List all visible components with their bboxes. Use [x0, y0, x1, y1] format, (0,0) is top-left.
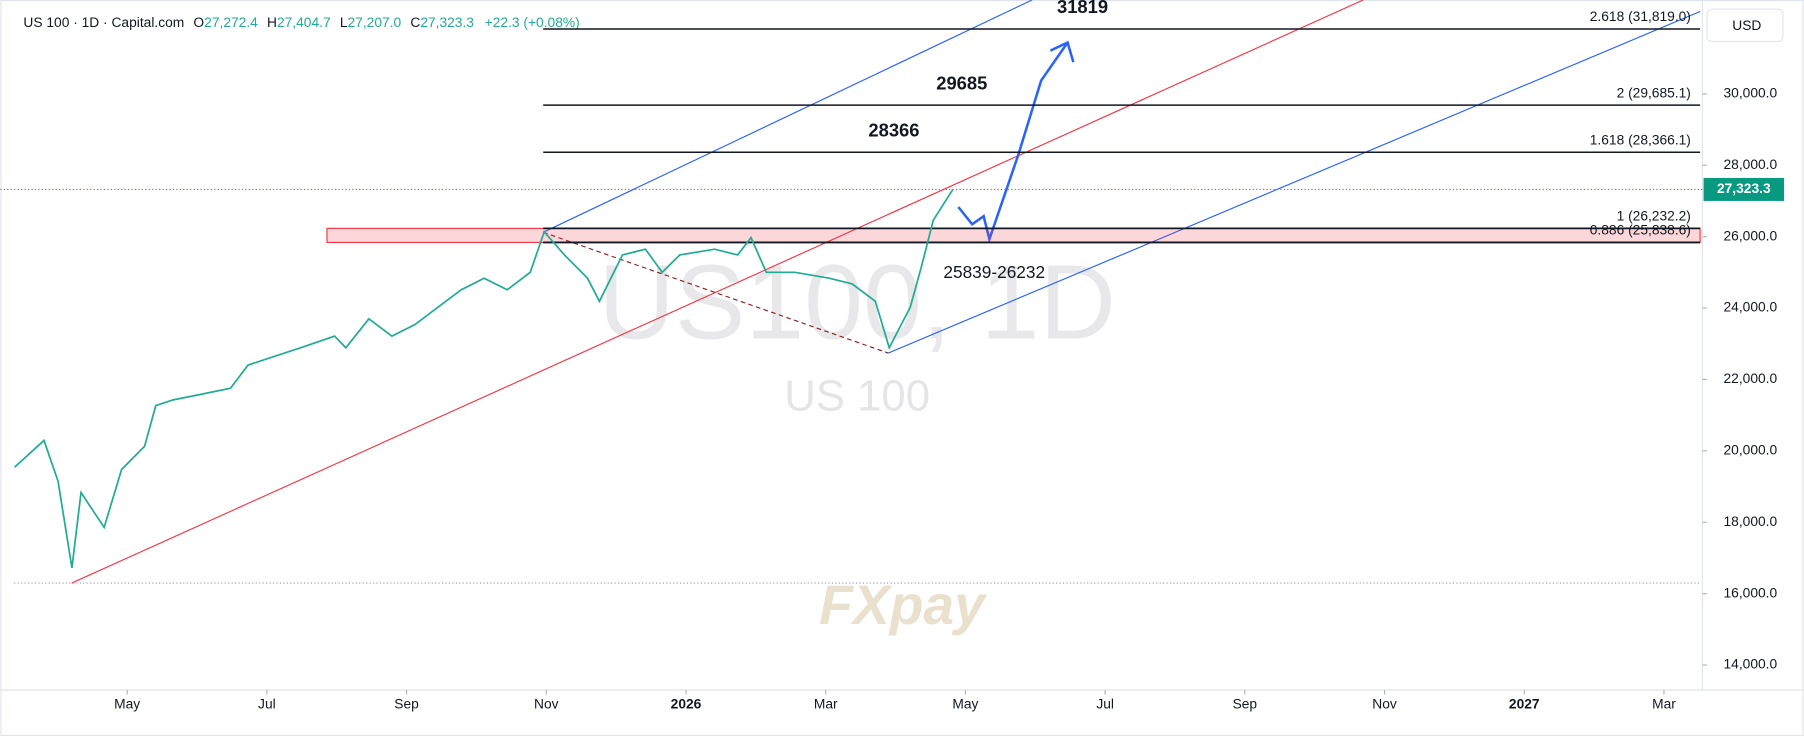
- last-price-box: [1703, 177, 1785, 201]
- fib-label: 1.618 (28,366.1): [1590, 132, 1691, 147]
- channel-mid: [71, 0, 1364, 584]
- logo: FXpay: [819, 574, 987, 636]
- header: US 100 · 1D · Capital.com O27,272.4 H27,40…: [23, 15, 579, 30]
- y-tick-label: 28,000.0: [1723, 157, 1777, 172]
- target-label: 28366: [868, 119, 919, 140]
- ohlc-key: H: [267, 15, 277, 30]
- x-tick-label: Sep: [1233, 697, 1258, 712]
- x-tick-label: 2026: [671, 697, 702, 712]
- ohlc-value: 27,207.0: [348, 15, 402, 30]
- x-tick-label: Sep: [394, 697, 419, 712]
- ohlc-value: 27,323.3: [420, 15, 474, 30]
- zone-label: 25839-26232: [943, 262, 1045, 282]
- currency: USD: [1732, 18, 1761, 33]
- watermark-sub: US 100: [784, 372, 930, 421]
- zone: [326, 227, 1701, 243]
- drawings: [14, 0, 1701, 584]
- y-tick-label: 30,000.0: [1723, 86, 1777, 101]
- fib-label: 1 (26,232.2): [1617, 209, 1691, 224]
- x-tick-label: 2027: [1509, 697, 1540, 712]
- x-tick-label: Jul: [258, 697, 276, 712]
- y-tick-label: 18,000.0: [1723, 514, 1777, 529]
- fib-label: 2 (29,685.1): [1617, 85, 1691, 100]
- ohlc-key: C: [410, 15, 420, 30]
- projection-arrow: [957, 41, 1069, 244]
- channel-upper: [542, 0, 1033, 233]
- change: +22.3 (+0.08%): [485, 15, 580, 30]
- ohlc-key: O: [193, 15, 204, 30]
- y-tick-label: 26,000.0: [1723, 228, 1777, 243]
- y-tick-label: 14,000.0: [1723, 657, 1777, 672]
- x-tick-label: May: [114, 697, 140, 712]
- y-tick-label: 24,000.0: [1723, 300, 1777, 315]
- x-tick-label: Nov: [1372, 697, 1397, 712]
- trend-dashed: [543, 231, 889, 354]
- y-tick-label: 20,000.0: [1723, 442, 1777, 457]
- currency-box[interactable]: [1706, 8, 1784, 42]
- last-price-label: 27,323.3: [1717, 181, 1771, 196]
- x-tick-label: Mar: [814, 697, 838, 712]
- x-tick-label: Nov: [534, 697, 559, 712]
- symbol: US 100 · 1D · Capital.com: [23, 15, 184, 30]
- x-tick-label: May: [952, 697, 978, 712]
- channel-lower: [887, 10, 1701, 354]
- ohlc-key: L: [340, 15, 348, 30]
- fib-label: 0.886 (25,838.6): [1590, 223, 1691, 238]
- watermark-group: US100, 1D US 100 FXpay: [598, 243, 1116, 636]
- price-line: [14, 188, 954, 569]
- arrow-head: [1049, 40, 1075, 63]
- y-tick-label: 16,000.0: [1723, 585, 1777, 600]
- x-tick-label: Jul: [1096, 697, 1114, 712]
- fib-label: 2.618 (31,819.0): [1590, 9, 1691, 24]
- target-label: 31819: [1057, 0, 1108, 17]
- ohlc-value: 27,272.4: [204, 15, 258, 30]
- y-tick-label: 22,000.0: [1723, 371, 1777, 386]
- x-tick-label: Mar: [1652, 697, 1676, 712]
- ohlc-value: 27,404.7: [277, 15, 331, 30]
- target-label: 29685: [936, 72, 987, 93]
